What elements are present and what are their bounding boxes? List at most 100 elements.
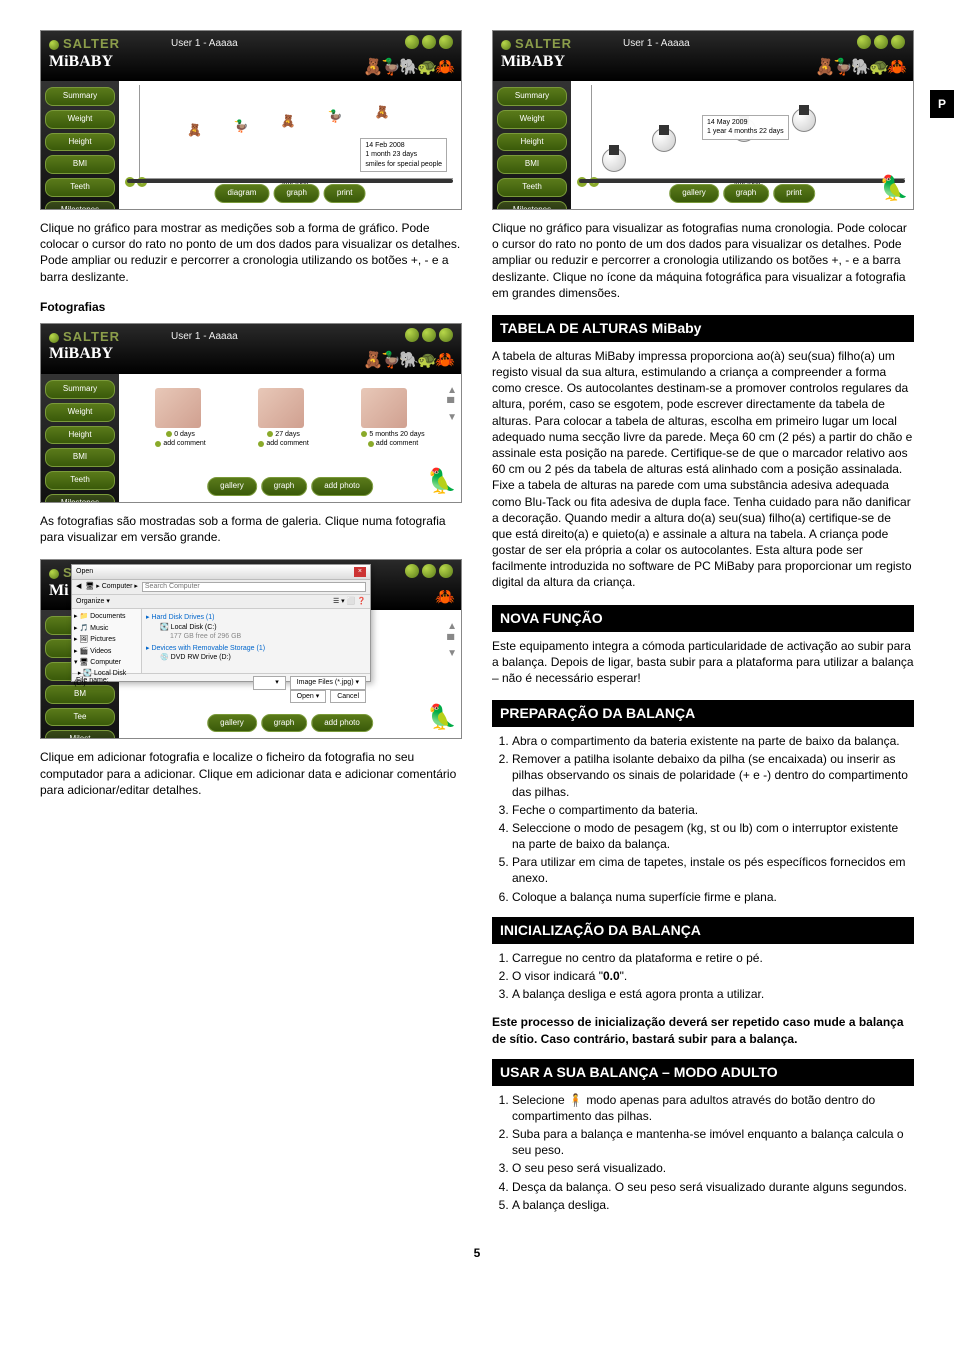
sidebar-tab[interactable]: Milestones bbox=[45, 494, 115, 503]
file-open-dialog: Open × ◀ 🖥 ▸ Computer ▸ Organize ▾ ☰ ▾ ⬜… bbox=[71, 564, 371, 682]
section-heading: NOVA FUNÇÃO bbox=[492, 605, 914, 632]
section-heading: PREPARAÇÃO DA BALANÇA bbox=[492, 700, 914, 727]
print-button[interactable]: print bbox=[324, 184, 366, 203]
timeline-area: 14 May 2009 1 year 4 months 22 days time… bbox=[591, 85, 905, 179]
list-item: A balança desliga e está agora pronta a … bbox=[512, 986, 914, 1002]
brand: SALTER bbox=[63, 36, 120, 51]
sidebar-tab[interactable]: BMI bbox=[45, 155, 115, 174]
list-item: Para utilizar em cima de tapetes, instal… bbox=[512, 854, 914, 886]
close-icon[interactable]: × bbox=[354, 567, 366, 576]
sidebar-tab[interactable]: Summary bbox=[45, 380, 115, 399]
gallery-photo[interactable]: 0 days add comment bbox=[155, 388, 205, 449]
section-heading: INICIALIZAÇÃO DA BALANÇA bbox=[492, 917, 914, 944]
sidebar-tab[interactable]: Height bbox=[45, 426, 115, 445]
cancel-button[interactable]: Cancel bbox=[330, 690, 366, 703]
sidebar: Summary Weight Height BMI Teeth Mileston… bbox=[41, 81, 119, 209]
scrollbar-icon[interactable]: ▲▀▼ bbox=[447, 384, 457, 425]
section-heading: USAR A SUA BALANÇA – MODO ADULTO bbox=[492, 1059, 914, 1086]
page-number: 5 bbox=[40, 1245, 914, 1261]
list-item: O visor indicará "0.0". bbox=[512, 968, 914, 984]
gallery-button[interactable]: gallery bbox=[669, 184, 719, 203]
caption-timeline: Clique no gráfico para visualizar as fot… bbox=[492, 220, 914, 301]
sidebar-tab[interactable]: Milestones bbox=[497, 201, 567, 210]
timeline-tooltip: 14 May 2009 1 year 4 months 22 days bbox=[702, 115, 789, 140]
print-button[interactable]: print bbox=[773, 184, 815, 203]
sidebar-tab[interactable]: Milest bbox=[45, 730, 115, 739]
list-item: A balança desliga. bbox=[512, 1197, 914, 1213]
list-item: Suba para a balança e mantenha-se imóvel… bbox=[512, 1126, 914, 1158]
screenshot-timeline: SALTER MiBABY User 1 - Aaaaa 🧸🦆🐘🐢🦀 Summa… bbox=[492, 30, 914, 210]
gallery-photo[interactable]: 5 months 20 days add comment bbox=[361, 388, 424, 449]
sidebar-tab[interactable]: Tee bbox=[45, 708, 115, 727]
gallery-button[interactable]: gallery bbox=[207, 714, 257, 733]
graph-button[interactable]: graph bbox=[261, 714, 307, 733]
parrot-icon: 🦜 bbox=[427, 466, 457, 498]
sidebar-tab[interactable]: Height bbox=[497, 133, 567, 152]
list-item: Desça da balança. O seu peso será visual… bbox=[512, 1179, 914, 1195]
sidebar-tab[interactable]: BMI bbox=[45, 448, 115, 467]
section-list: Abra o compartimento da bateria existent… bbox=[512, 733, 914, 905]
search-input[interactable] bbox=[142, 582, 366, 592]
sidebar-tab[interactable]: Teeth bbox=[497, 178, 567, 197]
filename-field[interactable]: ▾ bbox=[253, 676, 286, 689]
list-item: Coloque a balança numa superfície firme … bbox=[512, 889, 914, 905]
graph-area: 🧸 🦆 🧸 🦆 🧸 14 Feb 2008 1 month 23 days sm… bbox=[139, 85, 453, 179]
section-note: Este processo de inicialização deverá se… bbox=[492, 1014, 914, 1046]
sidebar-tab[interactable]: Summary bbox=[497, 87, 567, 106]
add-photo-button[interactable]: add photo bbox=[311, 477, 373, 496]
screenshot-filedialog: SA Mi 🦀 Sum Wei Heig BM Tee Milest Photo… bbox=[40, 559, 462, 739]
sidebar-tab[interactable]: Milestones bbox=[45, 201, 115, 210]
section-list: Carregue no centro da plataforma e retir… bbox=[512, 950, 914, 1003]
right-column: SALTER MiBABY User 1 - Aaaaa 🧸🦆🐘🐢🦀 Summa… bbox=[492, 30, 914, 1225]
sidebar-tab[interactable]: Weight bbox=[497, 110, 567, 129]
subhead-photos: Fotografias bbox=[40, 299, 462, 315]
list-item: Selecione 🧍 modo apenas para adultos atr… bbox=[512, 1092, 914, 1124]
user-label: User 1 - Aaaaa bbox=[171, 37, 238, 51]
section-list: Selecione 🧍 modo apenas para adultos atr… bbox=[512, 1092, 914, 1213]
graph-button[interactable]: graph bbox=[273, 184, 319, 203]
back-icon[interactable]: ◀ bbox=[76, 582, 81, 591]
page-letter: P bbox=[930, 90, 954, 118]
sidebar-tab[interactable]: Weight bbox=[45, 110, 115, 129]
view-icon[interactable]: ☰ ▾ ⬜ ❓ bbox=[333, 597, 366, 606]
list-item: Remover a patilha isolante debaixo da pi… bbox=[512, 751, 914, 800]
list-item: Seleccione o modo de pesagem (kg, st ou … bbox=[512, 820, 914, 852]
filter-field[interactable]: Image Files (*.jpg) ▾ bbox=[290, 676, 366, 689]
sidebar-tab[interactable]: Teeth bbox=[45, 178, 115, 197]
section-body: A tabela de alturas MiBaby impressa prop… bbox=[492, 348, 914, 591]
section-body: Este equipamento integra a cómoda partic… bbox=[492, 638, 914, 687]
screenshot-graph: SALTER MiBABY User 1 - Aaaaa 🧸🦆🐘🐢🦀 Summa… bbox=[40, 30, 462, 210]
sidebar-tab[interactable]: Summary bbox=[45, 87, 115, 106]
screenshot-gallery: SALTER MiBABY User 1 - Aaaaa 🧸🦆🐘🐢🦀 Summa… bbox=[40, 323, 462, 503]
caption-graph: Clique no gráfico para mostrar as mediçõ… bbox=[40, 220, 462, 285]
list-item: Carregue no centro da plataforma e retir… bbox=[512, 950, 914, 966]
sidebar-tab[interactable]: Weight bbox=[45, 403, 115, 422]
gallery-photo[interactable]: 27 days add comment bbox=[258, 388, 308, 449]
window-controls bbox=[405, 35, 453, 49]
caption-filedialog: Clique em adicionar fotografia e localiz… bbox=[40, 749, 462, 798]
add-photo-button[interactable]: add photo bbox=[311, 714, 373, 733]
sidebar-tab[interactable]: Height bbox=[45, 133, 115, 152]
parrot-icon: 🦜 bbox=[427, 702, 457, 734]
graph-button[interactable]: graph bbox=[261, 477, 307, 496]
graph-button[interactable]: graph bbox=[723, 184, 769, 203]
timeline-slider[interactable] bbox=[127, 179, 453, 183]
timeline-slider[interactable] bbox=[579, 179, 905, 183]
scrollbar-icon[interactable]: ▲▀▼ bbox=[447, 620, 457, 661]
left-column: SALTER MiBABY User 1 - Aaaaa 🧸🦆🐘🐢🦀 Summa… bbox=[40, 30, 462, 1225]
list-item: O seu peso será visualizado. bbox=[512, 1160, 914, 1176]
sidebar-tab[interactable]: Teeth bbox=[45, 471, 115, 490]
section-heading: TABELA DE ALTURAS MiBaby bbox=[492, 315, 914, 342]
caption-gallery: As fotografias são mostradas sob a forma… bbox=[40, 513, 462, 545]
dialog-title: Open bbox=[76, 568, 93, 575]
gallery-button[interactable]: gallery bbox=[207, 477, 257, 496]
open-button[interactable]: Open ▾ bbox=[290, 690, 327, 703]
graph-tooltip: 14 Feb 2008 1 month 23 days smiles for s… bbox=[360, 138, 447, 172]
file-list[interactable]: ▸ Hard Disk Drives (1) 💽 Local Disk (C:)… bbox=[142, 609, 370, 673]
organize-menu[interactable]: Organize ▾ bbox=[76, 597, 110, 606]
sidebar-tab[interactable]: BMI bbox=[497, 155, 567, 174]
list-item: Feche o compartimento da bateria. bbox=[512, 802, 914, 818]
folder-tree[interactable]: ▸ 📁 Documents ▸ 🎵 Music ▸ 🖼 Pictures ▸ 🎬… bbox=[72, 609, 142, 673]
diagram-button[interactable]: diagram bbox=[215, 184, 270, 203]
list-item: Abra o compartimento da bateria existent… bbox=[512, 733, 914, 749]
